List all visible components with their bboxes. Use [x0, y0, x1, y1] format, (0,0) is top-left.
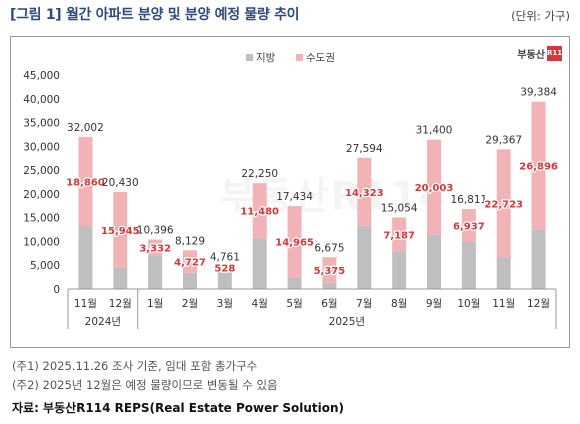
x-tick-label: 11월 [74, 298, 97, 310]
bar-capital [252, 183, 267, 238]
legend-swatch [296, 54, 303, 61]
total-label: 27,594 [346, 143, 383, 155]
x-tick-label: 5월 [286, 298, 302, 310]
y-tick-label: 45,000 [23, 70, 60, 82]
bar-local [531, 229, 546, 289]
bar-capital [496, 149, 511, 258]
total-label: 8,129 [175, 235, 205, 247]
total-label: 39,384 [520, 87, 557, 99]
x-tick-label: 7월 [356, 298, 372, 310]
legend-swatch [246, 54, 253, 61]
bar-local [252, 237, 267, 289]
y-tick-label: 5,000 [30, 260, 60, 272]
y-tick-label: 15,000 [23, 213, 60, 225]
bar-capital [78, 136, 93, 227]
unit-label: (단위: 가구) [511, 9, 570, 23]
total-label: 32,002 [67, 122, 104, 134]
capital-value-label: 4,727 [174, 258, 206, 269]
x-tick-label: 4월 [252, 298, 268, 310]
chart-panel [10, 36, 570, 348]
bar-local [427, 234, 441, 289]
bar-local [217, 268, 232, 289]
bar-capital [183, 250, 197, 273]
capital-value-label: 26,896 [519, 162, 558, 173]
footnote-1: (주1) 2025.11.26 조사 기준, 임대 포함 총가구수 [12, 359, 258, 373]
bar-capital [217, 266, 232, 269]
bar-local [322, 282, 337, 289]
bar-local [496, 257, 511, 289]
total-label: 15,054 [381, 202, 418, 214]
legend-label: 지방 [256, 52, 276, 64]
total-label: 31,400 [416, 125, 453, 137]
bar-local [461, 242, 476, 289]
x-tick-label: 6월 [321, 298, 337, 310]
capital-value-label: 6,937 [453, 222, 485, 233]
bar-capital [427, 139, 441, 235]
bar-local [183, 272, 197, 289]
y-tick-label: 30,000 [23, 141, 60, 153]
brand-box: R114 [547, 46, 567, 61]
bar-capital [531, 101, 546, 230]
capital-value-label: 528 [214, 264, 235, 275]
capital-value-label: 11,480 [240, 206, 279, 217]
capital-value-label: 20,003 [415, 183, 454, 194]
y-tick-label: 35,000 [23, 118, 60, 130]
total-label: 4,761 [210, 251, 240, 263]
bar-capital [287, 206, 302, 278]
year-group-label: 2024년 [85, 316, 121, 328]
y-tick-label: 0 [53, 284, 60, 296]
chart-title: [그림 1] 월간 아파트 분양 및 분양 예정 물량 추이 [10, 7, 300, 23]
capital-value-label: 14,965 [275, 238, 314, 249]
capital-value-label: 22,723 [484, 199, 523, 210]
bar-local [392, 251, 407, 289]
y-tick-label: 20,000 [23, 189, 60, 201]
bar-local [148, 255, 163, 289]
y-tick-label: 40,000 [23, 94, 60, 106]
capital-value-label: 18,860 [66, 178, 105, 189]
x-tick-label: 12월 [527, 298, 550, 310]
brand-text: 부동산 [517, 50, 545, 61]
bar-capital [113, 191, 128, 268]
footnote-2: (주2) 2025년 12월은 예정 물량이므로 변동될 수 있음 [12, 378, 278, 392]
bar-local [357, 225, 372, 289]
x-tick-label: 1월 [147, 298, 163, 310]
brand-logo: 부동산 R114 [517, 46, 567, 61]
year-group-label: 2025년 [329, 316, 365, 328]
capital-value-label: 15,945 [101, 226, 140, 237]
x-tick-label: 3월 [217, 298, 233, 310]
total-label: 22,250 [241, 168, 278, 180]
bar-local [113, 267, 128, 289]
source-note: 자료: 부동산R114 REPS(Real Estate Power Solut… [12, 401, 345, 415]
capital-value-label: 14,323 [345, 188, 384, 199]
x-tick-label: 9월 [426, 298, 442, 310]
capital-value-label: 7,187 [383, 230, 415, 241]
capital-value-label: 5,375 [314, 266, 346, 277]
bar-capital [357, 157, 372, 226]
x-tick-label: 2월 [182, 298, 198, 310]
bar-capital [461, 209, 476, 243]
total-label: 17,434 [276, 191, 313, 203]
total-label: 20,430 [102, 177, 139, 189]
y-tick-label: 10,000 [23, 236, 60, 248]
total-label: 29,367 [485, 134, 522, 146]
bar-capital [392, 217, 407, 252]
total-label: 16,811 [450, 194, 487, 206]
bar-local [78, 226, 93, 289]
x-tick-label: 10월 [457, 298, 480, 310]
total-label: 6,675 [314, 242, 344, 254]
x-tick-label: 8월 [391, 298, 407, 310]
capital-value-label: 3,332 [139, 243, 171, 254]
bar-capital [322, 257, 337, 283]
total-label: 10,396 [137, 225, 174, 237]
x-tick-label: 11월 [492, 298, 515, 310]
x-tick-label: 12월 [109, 298, 132, 310]
y-tick-label: 25,000 [23, 165, 60, 177]
legend-label: 수도권 [306, 52, 335, 64]
bar-local [287, 277, 302, 289]
bar-capital [148, 239, 163, 256]
